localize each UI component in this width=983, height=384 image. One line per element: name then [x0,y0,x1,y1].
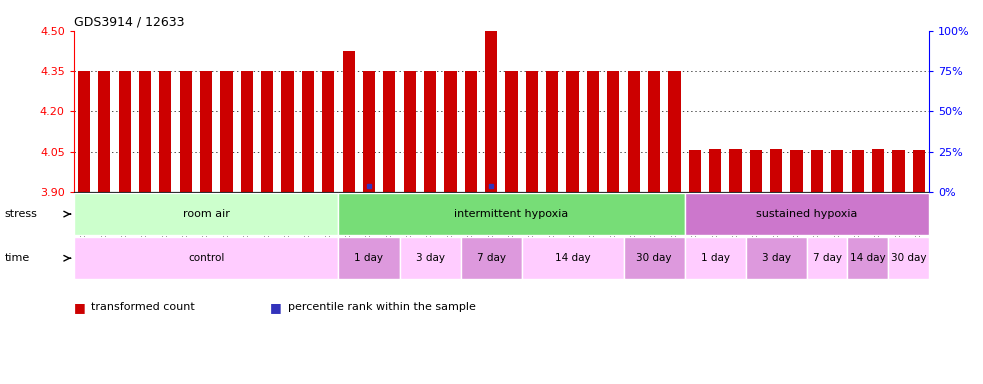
Bar [607,71,619,192]
Bar [485,31,497,192]
Text: 14 day: 14 day [554,253,591,263]
Bar [159,71,171,192]
Bar [465,71,477,192]
Bar [668,71,680,192]
Bar [302,71,314,192]
Bar [566,71,579,192]
Text: intermittent hypoxia: intermittent hypoxia [454,209,568,219]
Bar [241,71,253,192]
Bar [851,151,864,192]
Bar [220,71,233,192]
Bar [790,151,803,192]
Bar [522,237,623,280]
Bar [811,151,823,192]
Text: 7 day: 7 day [813,253,841,263]
Bar [74,192,929,273]
Bar [424,71,436,192]
Bar [78,71,90,192]
Text: ■: ■ [270,301,282,314]
Bar [526,71,538,192]
Text: 30 day: 30 day [891,253,926,263]
Text: percentile rank within the sample: percentile rank within the sample [288,302,476,312]
Bar [180,71,192,192]
Bar [746,237,807,280]
Bar [889,237,929,280]
Bar [342,51,355,192]
Bar [912,151,925,192]
Bar [505,71,518,192]
Text: 1 day: 1 day [355,253,383,263]
Text: 14 day: 14 day [850,253,886,263]
Bar [74,193,338,235]
Text: control: control [188,253,224,263]
Text: ■: ■ [74,301,86,314]
Text: 1 day: 1 day [701,253,729,263]
Bar [623,237,684,280]
Bar [404,71,416,192]
Text: 30 day: 30 day [636,253,671,263]
Bar [281,71,294,192]
Text: transformed count: transformed count [91,302,196,312]
Text: time: time [5,253,30,263]
Bar [684,237,746,280]
Bar [893,151,904,192]
Bar [200,71,212,192]
Text: 7 day: 7 day [477,253,505,263]
Bar [770,149,782,192]
Bar [832,151,843,192]
Bar [684,193,929,235]
Text: sustained hypoxia: sustained hypoxia [756,209,857,219]
Bar [98,71,110,192]
Bar [261,71,273,192]
Bar [338,193,684,235]
Bar [627,71,640,192]
Bar [872,149,884,192]
Bar [547,71,558,192]
Bar [383,71,395,192]
Bar [338,237,399,280]
Bar [750,151,762,192]
Text: GDS3914 / 12633: GDS3914 / 12633 [74,16,184,29]
Text: 3 day: 3 day [416,253,444,263]
Text: 3 day: 3 day [762,253,790,263]
Text: stress: stress [5,209,37,219]
Bar [139,71,151,192]
Bar [399,237,461,280]
Bar [74,237,338,280]
Bar [689,151,701,192]
Bar [807,237,847,280]
Bar [648,71,661,192]
Bar [847,237,889,280]
Bar [322,71,334,192]
Bar [587,71,599,192]
Bar [444,71,456,192]
Bar [461,237,522,280]
Bar [363,71,376,192]
Bar [709,149,722,192]
Bar [119,71,131,192]
Text: room air: room air [183,209,229,219]
Bar [729,149,741,192]
